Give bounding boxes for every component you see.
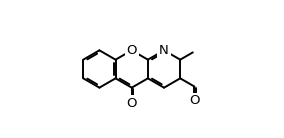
Text: O: O (189, 94, 200, 107)
Text: O: O (126, 97, 137, 110)
Text: N: N (159, 44, 169, 57)
Text: O: O (126, 44, 137, 57)
